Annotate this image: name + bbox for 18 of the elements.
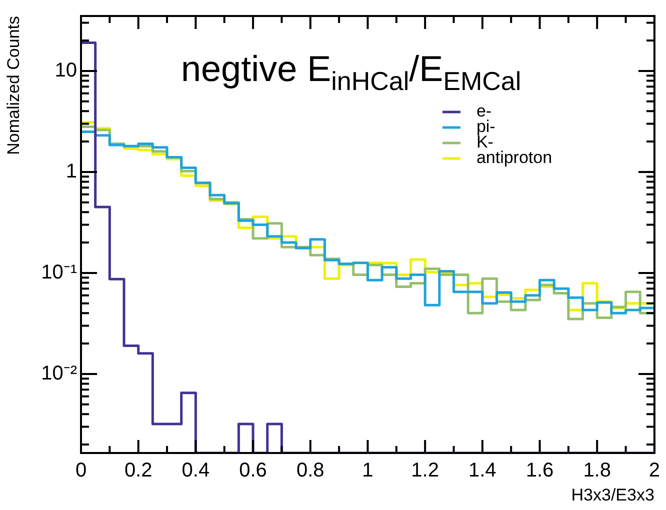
y-tick-label: 10⁻² [41,362,78,384]
x-tick-label: 1.6 [526,460,554,482]
x-tick-label: 2 [648,460,660,482]
x-tick-label: 0.8 [296,460,324,482]
y-tick-label: 10⁻¹ [41,261,78,284]
x-tick-label: 0.6 [239,460,267,482]
x-tick-label: 1 [362,460,374,482]
x-tick-label: 0 [75,460,87,482]
x-tick-label: 1.8 [583,460,611,482]
x-tick-label: 1.2 [411,460,439,482]
x-tick-label: 0.4 [182,460,210,482]
legend-label: antiproton [476,148,552,168]
y-tick-label: 10 [54,59,77,82]
y-axis-title: Nomalized Counts [4,16,23,155]
y-tick-label: 1 [66,160,77,182]
x-tick-label: 1.4 [468,460,496,482]
x-axis-title: H3x3/E3x3 [571,485,654,504]
x-tick-label: 0.2 [124,460,152,482]
